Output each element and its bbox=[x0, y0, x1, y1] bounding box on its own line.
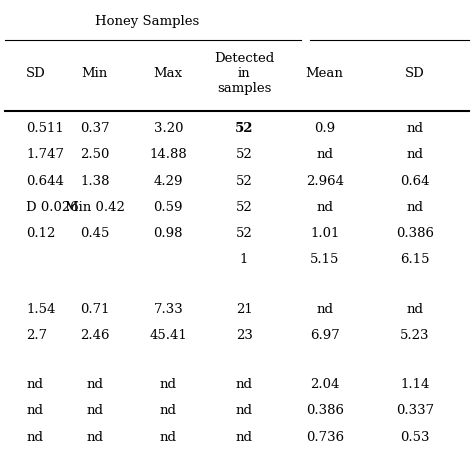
Text: 2.04: 2.04 bbox=[310, 378, 339, 392]
Text: 0.64: 0.64 bbox=[400, 174, 429, 188]
Text: nd: nd bbox=[316, 201, 333, 214]
Text: 0.644: 0.644 bbox=[26, 174, 64, 188]
Text: nd: nd bbox=[236, 404, 253, 418]
Text: 2.964: 2.964 bbox=[306, 174, 344, 188]
Text: 45.41: 45.41 bbox=[149, 328, 187, 342]
Text: nd: nd bbox=[316, 302, 333, 316]
Text: 52: 52 bbox=[236, 201, 253, 214]
Text: 1.01: 1.01 bbox=[310, 227, 339, 240]
Text: 52: 52 bbox=[236, 174, 253, 188]
Text: 5.23: 5.23 bbox=[400, 328, 429, 342]
Text: nd: nd bbox=[86, 378, 103, 392]
Text: SD: SD bbox=[405, 67, 425, 80]
Text: Min: Min bbox=[82, 67, 108, 80]
Text: 4.29: 4.29 bbox=[154, 174, 183, 188]
Text: nd: nd bbox=[86, 430, 103, 444]
Text: nd: nd bbox=[26, 378, 43, 392]
Text: nd: nd bbox=[160, 378, 177, 392]
Text: 1.747: 1.747 bbox=[26, 148, 64, 162]
Text: 0.386: 0.386 bbox=[306, 404, 344, 418]
Text: 3.20: 3.20 bbox=[154, 122, 183, 136]
Text: 1.38: 1.38 bbox=[80, 174, 109, 188]
Text: 52: 52 bbox=[236, 227, 253, 240]
Text: nd: nd bbox=[406, 148, 423, 162]
Text: nd: nd bbox=[26, 430, 43, 444]
Text: 2.46: 2.46 bbox=[80, 328, 109, 342]
Text: 2.7: 2.7 bbox=[26, 328, 47, 342]
Text: 7.33: 7.33 bbox=[154, 302, 183, 316]
Text: nd: nd bbox=[86, 404, 103, 418]
Text: 6.15: 6.15 bbox=[400, 253, 429, 266]
Text: 2.50: 2.50 bbox=[80, 148, 109, 162]
Text: 0.386: 0.386 bbox=[396, 227, 434, 240]
Text: 52: 52 bbox=[235, 122, 254, 136]
Text: 0.337: 0.337 bbox=[396, 404, 434, 418]
Text: 0.71: 0.71 bbox=[80, 302, 109, 316]
Text: SD: SD bbox=[26, 67, 46, 80]
Text: Detected
in
samples: Detected in samples bbox=[214, 52, 274, 95]
Text: nd: nd bbox=[406, 302, 423, 316]
Text: nd: nd bbox=[406, 122, 423, 136]
Text: 1: 1 bbox=[240, 253, 248, 266]
Text: 0.511: 0.511 bbox=[26, 122, 64, 136]
Text: Min 0.42: Min 0.42 bbox=[65, 201, 125, 214]
Text: 1.54: 1.54 bbox=[26, 302, 55, 316]
Text: Max: Max bbox=[154, 67, 183, 80]
Text: 0.53: 0.53 bbox=[400, 430, 429, 444]
Text: 0.98: 0.98 bbox=[154, 227, 183, 240]
Text: nd: nd bbox=[236, 378, 253, 392]
Text: 0.59: 0.59 bbox=[154, 201, 183, 214]
Text: 5.15: 5.15 bbox=[310, 253, 339, 266]
Text: nd: nd bbox=[406, 201, 423, 214]
Text: nd: nd bbox=[160, 430, 177, 444]
Text: 0.9: 0.9 bbox=[314, 122, 335, 136]
Text: 1.14: 1.14 bbox=[400, 378, 429, 392]
Text: 6.97: 6.97 bbox=[310, 328, 339, 342]
Text: 0.736: 0.736 bbox=[306, 430, 344, 444]
Text: 0.12: 0.12 bbox=[26, 227, 55, 240]
Text: 14.88: 14.88 bbox=[149, 148, 187, 162]
Text: D 0.026: D 0.026 bbox=[26, 201, 79, 214]
Text: Mean: Mean bbox=[306, 67, 344, 80]
Text: nd: nd bbox=[316, 148, 333, 162]
Text: 0.37: 0.37 bbox=[80, 122, 109, 136]
Text: nd: nd bbox=[236, 430, 253, 444]
Text: 23: 23 bbox=[236, 328, 253, 342]
Text: 0.45: 0.45 bbox=[80, 227, 109, 240]
Text: nd: nd bbox=[160, 404, 177, 418]
Text: nd: nd bbox=[26, 404, 43, 418]
Text: 21: 21 bbox=[236, 302, 253, 316]
Text: 52: 52 bbox=[236, 148, 253, 162]
Text: Honey Samples: Honey Samples bbox=[95, 15, 199, 28]
